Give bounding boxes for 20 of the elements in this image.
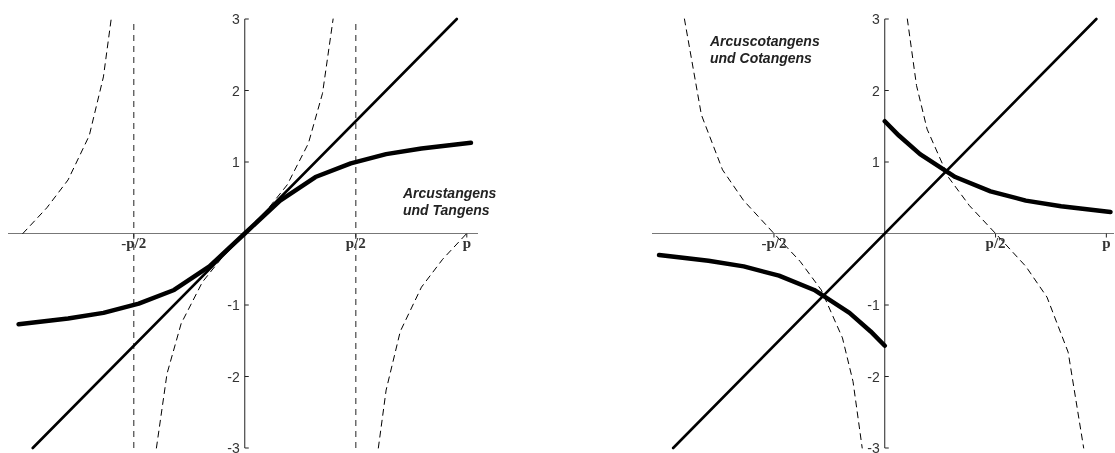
y-tick-label: -1 [227,297,240,313]
annotation: Arcustangens und Tangens [402,185,497,218]
y-tick-label: 3 [231,11,240,27]
y-tick-label: -3 [227,440,240,453]
x-tick-label: p [1102,234,1111,251]
x-tick-label: p [462,234,471,251]
x-tick-label: -p/2 [761,234,787,251]
y-tick-label: 1 [231,154,240,170]
annotation: Arcuscotangens und Cotangens [709,33,820,66]
x-tick-label: p/2 [345,234,366,251]
y-tick-label: 3 [871,11,880,27]
y-tick-label: 2 [871,82,880,99]
x-tick-label: p/2 [985,234,1006,251]
x-tick-label: -p/2 [121,234,147,251]
y-tick-label: -2 [867,368,880,385]
y-tick-label: 2 [231,82,240,99]
y-tick-label: -1 [867,297,880,313]
y-tick-label: -3 [867,440,880,453]
y-tick-label: -2 [227,368,240,385]
y-tick-label: 1 [871,154,880,170]
